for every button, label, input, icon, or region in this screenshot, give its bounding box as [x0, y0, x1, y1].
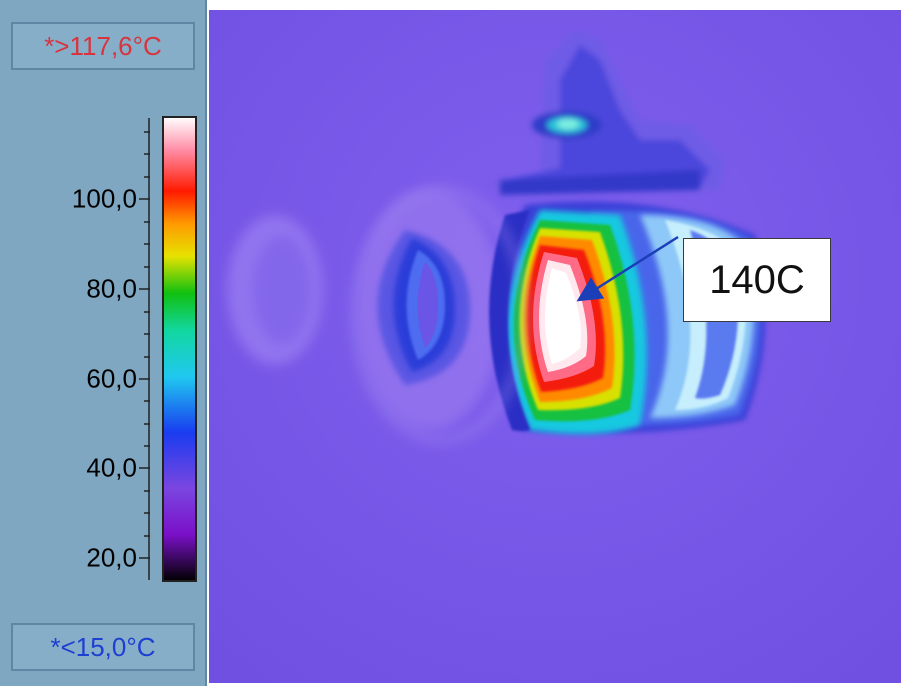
upper-structure [480, 30, 725, 195]
blue-ring-middle [358, 190, 502, 430]
color-scale [139, 116, 197, 582]
callout-label: 140C [709, 257, 805, 302]
thermal-image [209, 10, 901, 683]
max-temperature-value: *>117,6°C [44, 30, 162, 61]
scale-ticks [139, 131, 150, 559]
scale-label-20: 20,0 [86, 542, 137, 573]
faint-ring-far [227, 215, 323, 365]
temperature-callout: 140C [683, 238, 831, 322]
scale-label-100: 100,0 [71, 183, 137, 214]
min-temperature-box: *<15,0°C [11, 623, 195, 671]
min-temperature-value: *<15,0°C [50, 631, 156, 662]
temperature-scale-panel: *>117,6°C [0, 0, 207, 686]
scale-label-60: 60,0 [86, 363, 137, 394]
max-temperature-box: *>117,6°C [11, 22, 195, 70]
annotation-arrow [576, 235, 679, 302]
hot-ring-body [489, 201, 766, 434]
colorbar [162, 116, 197, 582]
scale-label-40: 40,0 [86, 452, 137, 483]
scale-label-80: 80,0 [86, 273, 137, 304]
